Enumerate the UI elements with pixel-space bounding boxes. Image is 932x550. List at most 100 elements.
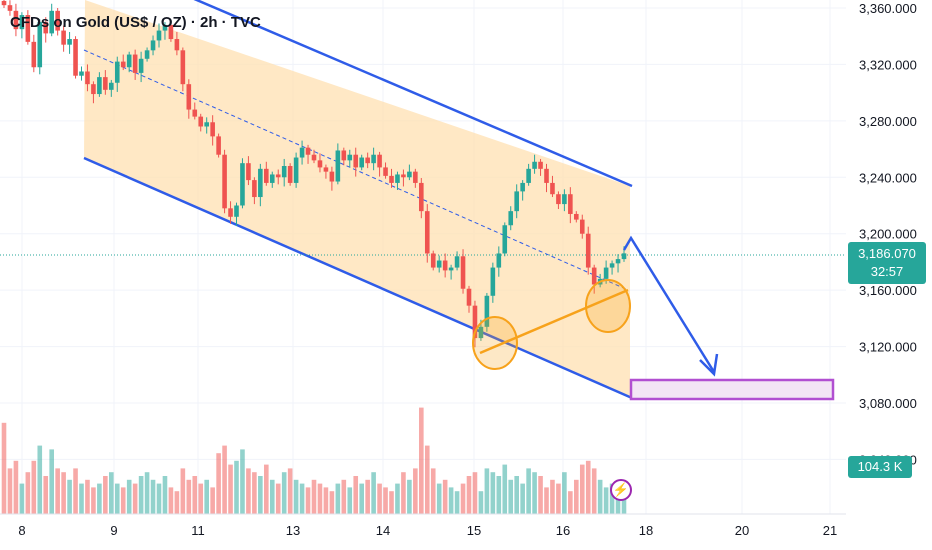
candle-body (508, 211, 514, 226)
volume-bar (174, 491, 180, 514)
candle-body (377, 154, 382, 168)
volume-bar (413, 468, 418, 514)
volume-bar (442, 479, 448, 514)
x-tick-label: 21 (823, 523, 837, 538)
candle-body (275, 174, 281, 178)
candle-body (180, 50, 186, 85)
volume-bar (484, 468, 490, 514)
volume-bar (436, 483, 442, 514)
volume-bar (526, 468, 531, 514)
volume-bar (186, 479, 192, 514)
candle-body (538, 161, 543, 169)
volume-bar (401, 472, 406, 514)
x-tick-label: 18 (639, 523, 653, 538)
volume-bar (383, 487, 388, 514)
candle-body (436, 260, 442, 268)
volume-bar (508, 479, 514, 514)
volume-bar (37, 445, 43, 514)
candle-body (574, 213, 579, 220)
candle-body (454, 256, 460, 268)
volume-bar (407, 479, 412, 514)
volume-bar (293, 479, 299, 514)
volume-bar (472, 472, 478, 514)
candle-body (621, 253, 627, 260)
candle-body (419, 182, 424, 212)
volume-bar (311, 479, 317, 514)
volume-bar (520, 483, 525, 514)
projection-arrowhead (699, 353, 719, 377)
volume-bar (502, 464, 508, 514)
candle-body (186, 84, 192, 110)
volume-bar (246, 468, 251, 514)
volume-bar (168, 487, 174, 514)
candle-body (341, 150, 347, 161)
volume-bar (97, 483, 102, 514)
candle-body (556, 194, 561, 205)
volume-bar (109, 472, 114, 514)
candle-body (430, 253, 436, 268)
volume-bar (275, 483, 281, 514)
y-tick-label: 3,320.000 (859, 57, 917, 72)
volume-bar (329, 491, 335, 514)
volume-bar (180, 468, 186, 514)
volume-bar (67, 479, 72, 514)
volume-bar (335, 483, 341, 514)
candle-body (132, 54, 138, 73)
candle-body (305, 147, 311, 155)
volume-bar (585, 460, 591, 514)
candle-body (192, 109, 198, 117)
bar-countdown: 32:57 (870, 264, 904, 279)
volume-bars (1, 407, 627, 514)
channel-lower-line (83, 156, 633, 400)
candle-body (401, 174, 406, 178)
candle-body (591, 267, 597, 285)
volume-bar (448, 487, 454, 514)
volume-bar (609, 483, 615, 514)
candle-body (395, 174, 400, 183)
candle-body (424, 211, 430, 254)
current-price-badge: 3,186.070 32:57 (848, 242, 926, 284)
candle-body (55, 10, 60, 31)
volume-bar (120, 487, 126, 514)
candle-body (448, 267, 454, 271)
volume-bar (13, 460, 19, 514)
candle-body (138, 58, 144, 73)
x-tick-label: 14 (376, 523, 390, 538)
candle-body (526, 168, 531, 183)
volume-bar (79, 483, 84, 514)
candle-body (579, 219, 585, 234)
volume-bar (49, 449, 54, 514)
candle-body (472, 305, 478, 339)
candlesticks (1, 0, 627, 348)
volume-bar (597, 479, 603, 514)
current-price-value: 3,186.070 (858, 246, 916, 261)
price-axis: 3,360.000 3,320.000 3,280.000 3,240.000 3,20… (859, 1, 917, 467)
volume-bar (43, 476, 49, 514)
candle-body (520, 182, 525, 192)
candle-body (210, 122, 215, 137)
volume-bar (234, 460, 239, 514)
volume-bar (615, 491, 621, 514)
volume-bar (603, 487, 609, 514)
volume-bar (460, 483, 466, 514)
descending-channel-fill (84, 0, 630, 398)
volume-bar (454, 491, 460, 514)
volume-bar (347, 487, 353, 514)
volume-bar (544, 487, 549, 514)
candle-body (25, 15, 31, 42)
volume-bar (198, 483, 204, 514)
candle-body (168, 24, 174, 40)
volume-bar (496, 476, 502, 514)
candle-body (287, 166, 293, 183)
candle-body (97, 77, 102, 95)
candle-body (198, 116, 204, 127)
candle-body (91, 84, 96, 95)
candle-body (79, 71, 84, 76)
candle-body (389, 175, 394, 183)
volume-bar (395, 483, 400, 514)
y-tick-label: 3,240.000 (859, 170, 917, 185)
candle-body (490, 267, 496, 296)
candle-body (514, 191, 519, 212)
volume-bar (19, 483, 25, 514)
flash-icon[interactable]: ⚡ (610, 479, 632, 501)
